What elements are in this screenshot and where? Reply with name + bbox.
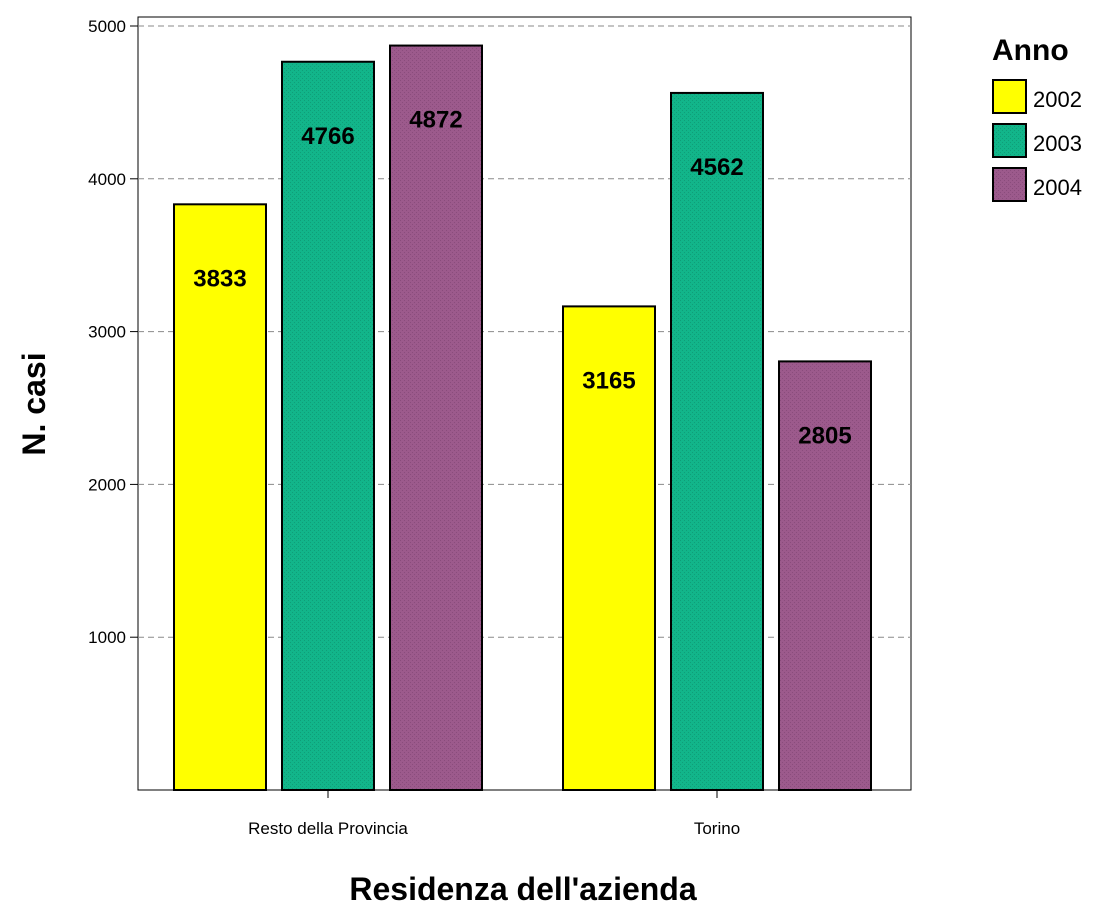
legend-swatch-2003 xyxy=(992,123,1027,158)
bars: 3833 4766 4872 3165 4562 2805 xyxy=(173,44,872,792)
legend-label: 2002 xyxy=(1033,87,1082,112)
bar-2002-1 xyxy=(562,305,656,791)
data-label: 2805 xyxy=(798,422,851,449)
y-tick-label: 5000 xyxy=(88,17,126,36)
y-tick-label: 2000 xyxy=(88,475,126,494)
y-axis-ticks: 1000 2000 3000 4000 5000 xyxy=(88,17,138,647)
bar-2004-0 xyxy=(389,44,483,791)
legend-label: 2003 xyxy=(1033,131,1082,156)
y-axis-title: N. casi xyxy=(16,352,52,455)
data-label: 3833 xyxy=(193,265,246,292)
bar-2004-1 xyxy=(778,360,872,791)
data-label: 3165 xyxy=(582,367,635,394)
x-axis-title: Residenza dell'azienda xyxy=(349,871,696,907)
y-tick-label: 3000 xyxy=(88,323,126,342)
bar-2002-0 xyxy=(173,203,267,791)
bar-2003-1 xyxy=(670,91,764,792)
x-category-label: Torino xyxy=(694,819,740,838)
x-axis-categories: Resto della Provincia Torino xyxy=(248,790,740,838)
data-label: 4766 xyxy=(301,123,354,150)
legend-swatch-2004 xyxy=(992,167,1027,202)
legend-title: Anno xyxy=(992,34,1069,67)
y-tick-label: 4000 xyxy=(88,170,126,189)
data-label: 4562 xyxy=(690,154,743,181)
bar-2003-0 xyxy=(281,60,375,792)
legend-swatch-2002 xyxy=(992,79,1027,114)
y-tick-label: 1000 xyxy=(88,628,126,647)
legend-label: 2004 xyxy=(1033,175,1082,200)
legend: Anno 2002 2003 2004 xyxy=(992,34,1082,202)
data-label: 4872 xyxy=(409,107,462,134)
x-category-label: Resto della Provincia xyxy=(248,819,408,838)
